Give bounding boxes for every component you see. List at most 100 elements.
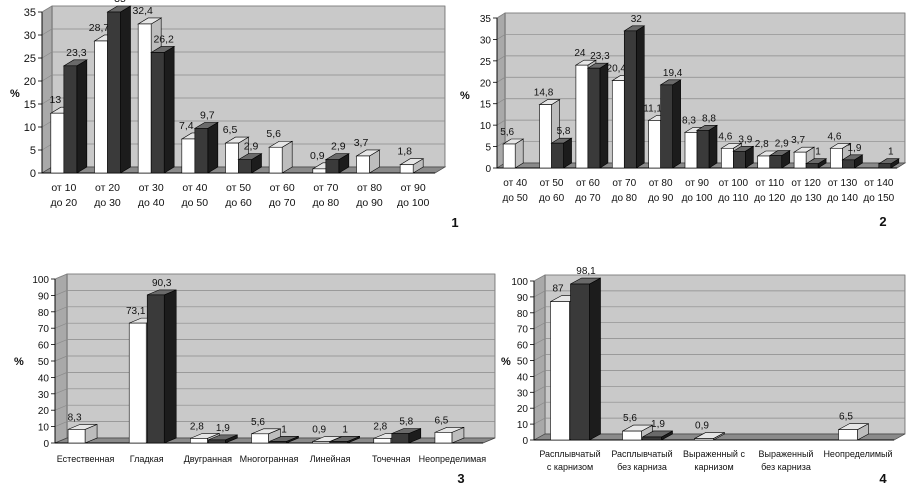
bar-3-dark-1 (146, 294, 165, 444)
x-tick-label: до 90 (356, 197, 383, 209)
y-tick-label: 90 (517, 293, 529, 304)
value-label: 6,5 (223, 124, 238, 136)
y-axis-label: % (501, 356, 511, 368)
y-tick-label: 20 (38, 406, 50, 417)
x-tick-label: до 120 (754, 193, 785, 204)
gridline (41, 51, 445, 59)
x-tick-label: Двугранная (184, 454, 232, 464)
value-label: 5,8 (399, 416, 413, 427)
panel-number: 1 (451, 215, 458, 230)
x-tick-label: карнизом (694, 462, 733, 472)
bar-2-light-4 (648, 120, 661, 169)
bar-3-light-2 (190, 438, 208, 444)
x-tick-label: от 120 (791, 178, 821, 189)
bar-3-light-5 (373, 438, 392, 444)
gridline (496, 55, 905, 62)
bar-4-dark-1 (642, 436, 662, 441)
value-label: 0,9 (310, 150, 325, 162)
y-tick-label: 80 (38, 308, 50, 319)
chart-2: 0 5 10 15 20 25 30 35% 2 5,6 от 40 до 50 14,8 5,8 от 5… (460, 12, 907, 229)
bar-1-dark-6 (325, 159, 340, 174)
panel-number: 2 (879, 214, 886, 229)
value-label: 0,9 (312, 425, 326, 436)
x-tick-label: Неопределимый (823, 449, 892, 459)
y-tick-label: 10 (480, 121, 492, 132)
x-tick-label: до 40 (138, 197, 165, 209)
bar-3-light-6 (434, 432, 453, 444)
value-label: 24 (574, 48, 586, 59)
gridline (533, 354, 905, 361)
bar-3-light-3 (251, 433, 269, 444)
x-tick-label: до 90 (648, 193, 674, 204)
value-label: 35 (114, 0, 126, 5)
x-tick-label: до 60 (539, 193, 565, 204)
y-tick-label: 50 (517, 357, 529, 368)
x-tick-label: от 90 (685, 178, 709, 189)
y-tick-label: 0 (522, 436, 528, 447)
value-label: 5,6 (500, 127, 514, 138)
value-label: 5,8 (557, 126, 571, 137)
bar-1-dark-4 (238, 159, 252, 174)
bar-2-light-9 (830, 147, 843, 169)
value-label: 5,6 (623, 413, 637, 424)
gridline (533, 417, 905, 425)
value-label: 73,1 (126, 306, 146, 317)
y-axis-label: % (14, 356, 24, 368)
chart-4: 0 10 20 30 40 50 60 70 80 90 100% 4 87 98,1 Расплывчат… (501, 266, 906, 486)
bar-1-dark-1 (107, 11, 121, 174)
value-label: 1,9 (848, 143, 862, 154)
x-tick-label: до 100 (397, 197, 430, 209)
value-label: 5,6 (266, 128, 281, 140)
gridline (496, 141, 905, 147)
gridline (533, 338, 905, 345)
y-tick-label: 20 (480, 78, 492, 89)
bar-3-dark-2 (208, 439, 226, 444)
gridline (533, 290, 905, 298)
y-tick-label: 0 (30, 168, 36, 180)
gridline (54, 388, 495, 395)
x-tick-label: от 60 (576, 178, 600, 189)
x-tick-label: Естественная (57, 454, 115, 464)
value-label: 1,8 (397, 146, 412, 158)
bar-1-dark-3-side (207, 121, 219, 174)
x-tick-label: от 80 (649, 178, 673, 189)
gridline (533, 306, 905, 314)
value-label: 1 (815, 147, 821, 158)
value-label: 5,6 (251, 417, 265, 428)
value-label: 32,4 (132, 5, 153, 17)
value-label: 90,3 (152, 278, 172, 289)
value-label: 11,1 (643, 103, 662, 114)
gridline (41, 5, 445, 13)
x-tick-label: от 30 (139, 182, 164, 194)
y-tick-label: 10 (38, 423, 50, 434)
value-label: 0,9 (695, 421, 709, 432)
y-tick-label: 20 (24, 76, 36, 88)
gridline (41, 74, 445, 82)
y-tick-label: 10 (24, 122, 36, 134)
x-tick-label: от 60 (270, 182, 295, 194)
bar-2-light-6 (721, 147, 734, 169)
y-tick-label: 100 (32, 275, 49, 286)
bar-1-dark-1-side (120, 5, 131, 174)
y-tick-label: 30 (38, 390, 50, 401)
x-tick-label: Линейная (310, 454, 351, 464)
x-tick-label: от 40 (503, 178, 527, 189)
value-label: 1 (342, 424, 348, 435)
gridline (533, 370, 905, 377)
x-tick-label: до 140 (827, 193, 858, 204)
y-tick-label: 70 (38, 324, 50, 335)
y-tick-label: 0 (485, 164, 491, 175)
x-tick-label: Многогранная (240, 454, 299, 464)
y-tick-label: 25 (24, 53, 36, 65)
x-tick-label: от 80 (357, 182, 382, 194)
gridline (41, 97, 445, 105)
bar-2-light-8 (793, 151, 807, 169)
bar-4-dark-0 (570, 283, 590, 441)
bar-1-light-0 (50, 112, 65, 174)
value-label: 2,8 (373, 421, 387, 432)
gridline (496, 98, 905, 105)
gridline (54, 322, 495, 329)
y-tick-label: 20 (517, 404, 529, 415)
x-tick-label: до 70 (269, 197, 296, 209)
y-tick-label: 15 (480, 100, 492, 111)
